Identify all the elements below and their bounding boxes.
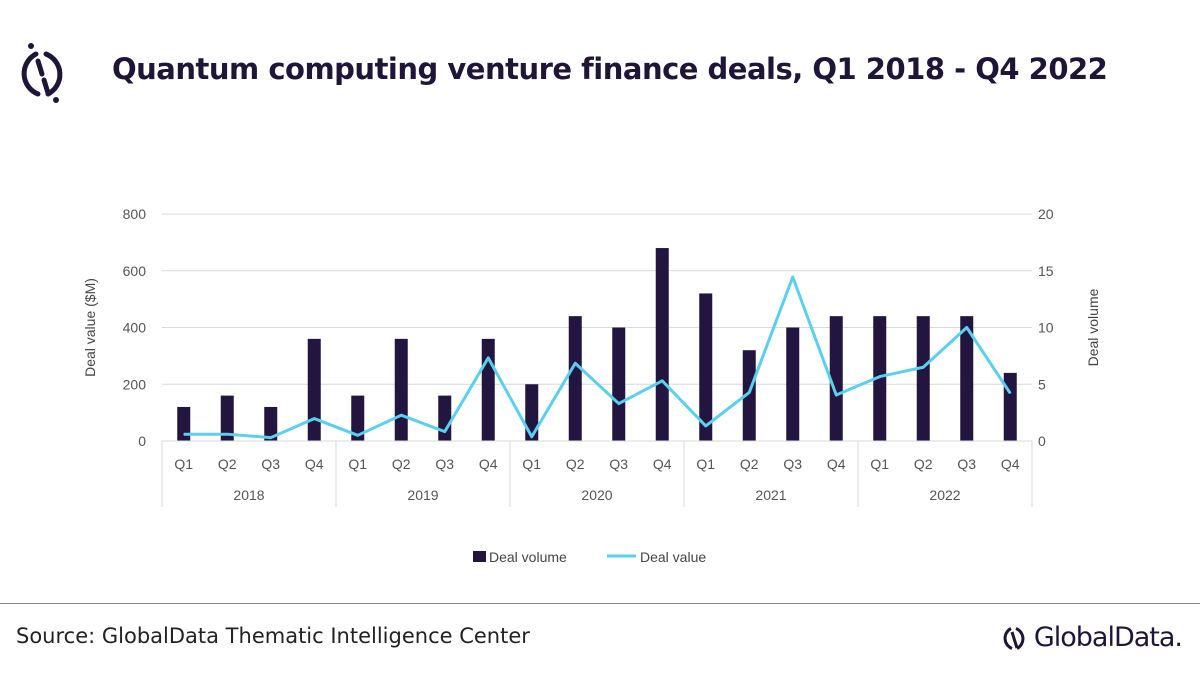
bar-deal-volume [612, 327, 626, 441]
point-deal-value [705, 425, 707, 427]
x-tick-quarter: Q4 [827, 456, 846, 472]
y-tick-right: 10 [1038, 320, 1054, 336]
x-tick-quarter: Q3 [435, 456, 454, 472]
x-tick-quarter: Q1 [696, 456, 715, 472]
brand-logo: GlobalData. [1000, 620, 1183, 654]
point-deal-value [574, 362, 576, 364]
bar-deal-volume [568, 316, 582, 441]
bar-deal-volume [829, 316, 843, 441]
bar-deal-volume [438, 395, 452, 441]
bar-deal-volume [873, 316, 887, 441]
bar-deal-volume [264, 406, 278, 441]
bar-deal-volume [177, 406, 191, 441]
x-tick-quarter: Q3 [957, 456, 976, 472]
divider [0, 603, 1200, 604]
point-deal-value [357, 434, 359, 436]
bar-deal-volume [394, 338, 408, 441]
x-tick-quarter: Q2 [914, 456, 933, 472]
bar-deal-volume [525, 384, 539, 441]
point-deal-value [748, 391, 750, 393]
x-tick-quarter: Q3 [783, 456, 802, 472]
chart: 0 200 400 600 800 0 5 10 15 20 Deal value ($M) Deal… [82, 206, 1101, 565]
point-deal-value [879, 376, 881, 378]
bar-deal-volume [742, 350, 756, 441]
bar-deal-volume [481, 338, 495, 441]
x-tick-quarter: Q4 [653, 456, 672, 472]
x-tick-quarter: Q2 [218, 456, 237, 472]
bar-deal-volume [1003, 372, 1017, 441]
y-tick-left: 800 [123, 206, 147, 222]
page-title: Quantum computing venture finance deals,… [112, 52, 1108, 86]
x-tick-year: 2022 [929, 487, 960, 503]
bar-deal-volume [699, 293, 713, 441]
y-tick-right: 0 [1038, 433, 1046, 449]
y-tick-right: 5 [1038, 376, 1046, 392]
x-tick-quarter: Q2 [566, 456, 585, 472]
x-tick-quarter: Q1 [870, 456, 889, 472]
x-tick-quarter: Q3 [609, 456, 628, 472]
point-deal-value [792, 276, 794, 278]
point-deal-value [922, 366, 924, 368]
x-tick-quarter: Q1 [174, 456, 193, 472]
y-tick-left: 400 [123, 320, 147, 336]
y-tick-left: 600 [123, 263, 147, 279]
x-tick-year: 2018 [233, 487, 264, 503]
point-deal-value [400, 414, 402, 416]
x-tick-quarter: Q2 [392, 456, 411, 472]
legend-swatch-deal-volume [473, 551, 486, 562]
x-tick-quarter: Q4 [305, 456, 324, 472]
point-deal-value [531, 436, 533, 438]
bar-deal-volume [351, 395, 365, 441]
bar-deal-volume [220, 395, 234, 441]
point-deal-value [444, 431, 446, 433]
point-deal-value [487, 357, 489, 359]
x-tick-quarter: Q3 [261, 456, 280, 472]
y-tick-left: 200 [123, 376, 147, 392]
point-deal-value [226, 433, 228, 435]
x-tick-quarter: Q4 [479, 456, 498, 472]
point-deal-value [618, 403, 620, 405]
bar-deal-volume [960, 316, 974, 441]
x-tick-quarter: Q1 [348, 456, 367, 472]
bar-deal-volume [916, 316, 930, 441]
bar-deal-volume [786, 327, 800, 441]
point-deal-value [313, 418, 315, 420]
y-tick-left: 0 [138, 433, 146, 449]
x-tick-quarter: Q2 [740, 456, 759, 472]
point-deal-value [661, 380, 663, 382]
point-deal-value [966, 327, 968, 328]
point-deal-value [183, 433, 185, 435]
legend-label-deal-volume: Deal volume [489, 549, 567, 565]
point-deal-value [270, 437, 272, 439]
line-deal-value [183, 275, 1012, 440]
y-axis-label-left: Deal value ($M) [82, 278, 98, 377]
globaldata-mark-icon [1003, 627, 1025, 650]
bar-deal-volume [655, 248, 669, 441]
brand-name: GlobalData. [1033, 621, 1183, 653]
y-axis-label-right: Deal volume [1085, 288, 1101, 366]
point-deal-value [1009, 392, 1011, 394]
x-tick-quarter: Q1 [522, 456, 541, 472]
x-tick-year: 2021 [755, 487, 786, 503]
bar-deal-volume [307, 338, 321, 441]
x-tick-year: 2020 [581, 487, 612, 503]
point-deal-value [835, 394, 837, 396]
x-tick-quarter: Q4 [1001, 456, 1020, 472]
legend-label-deal-value: Deal value [640, 549, 706, 565]
x-tick-year: 2019 [407, 487, 438, 503]
y-tick-right: 20 [1038, 206, 1054, 222]
y-tick-right: 15 [1038, 263, 1054, 279]
globaldata-logo-icon [14, 38, 74, 109]
source-note: Source: GlobalData Thematic Intelligence… [16, 624, 530, 648]
